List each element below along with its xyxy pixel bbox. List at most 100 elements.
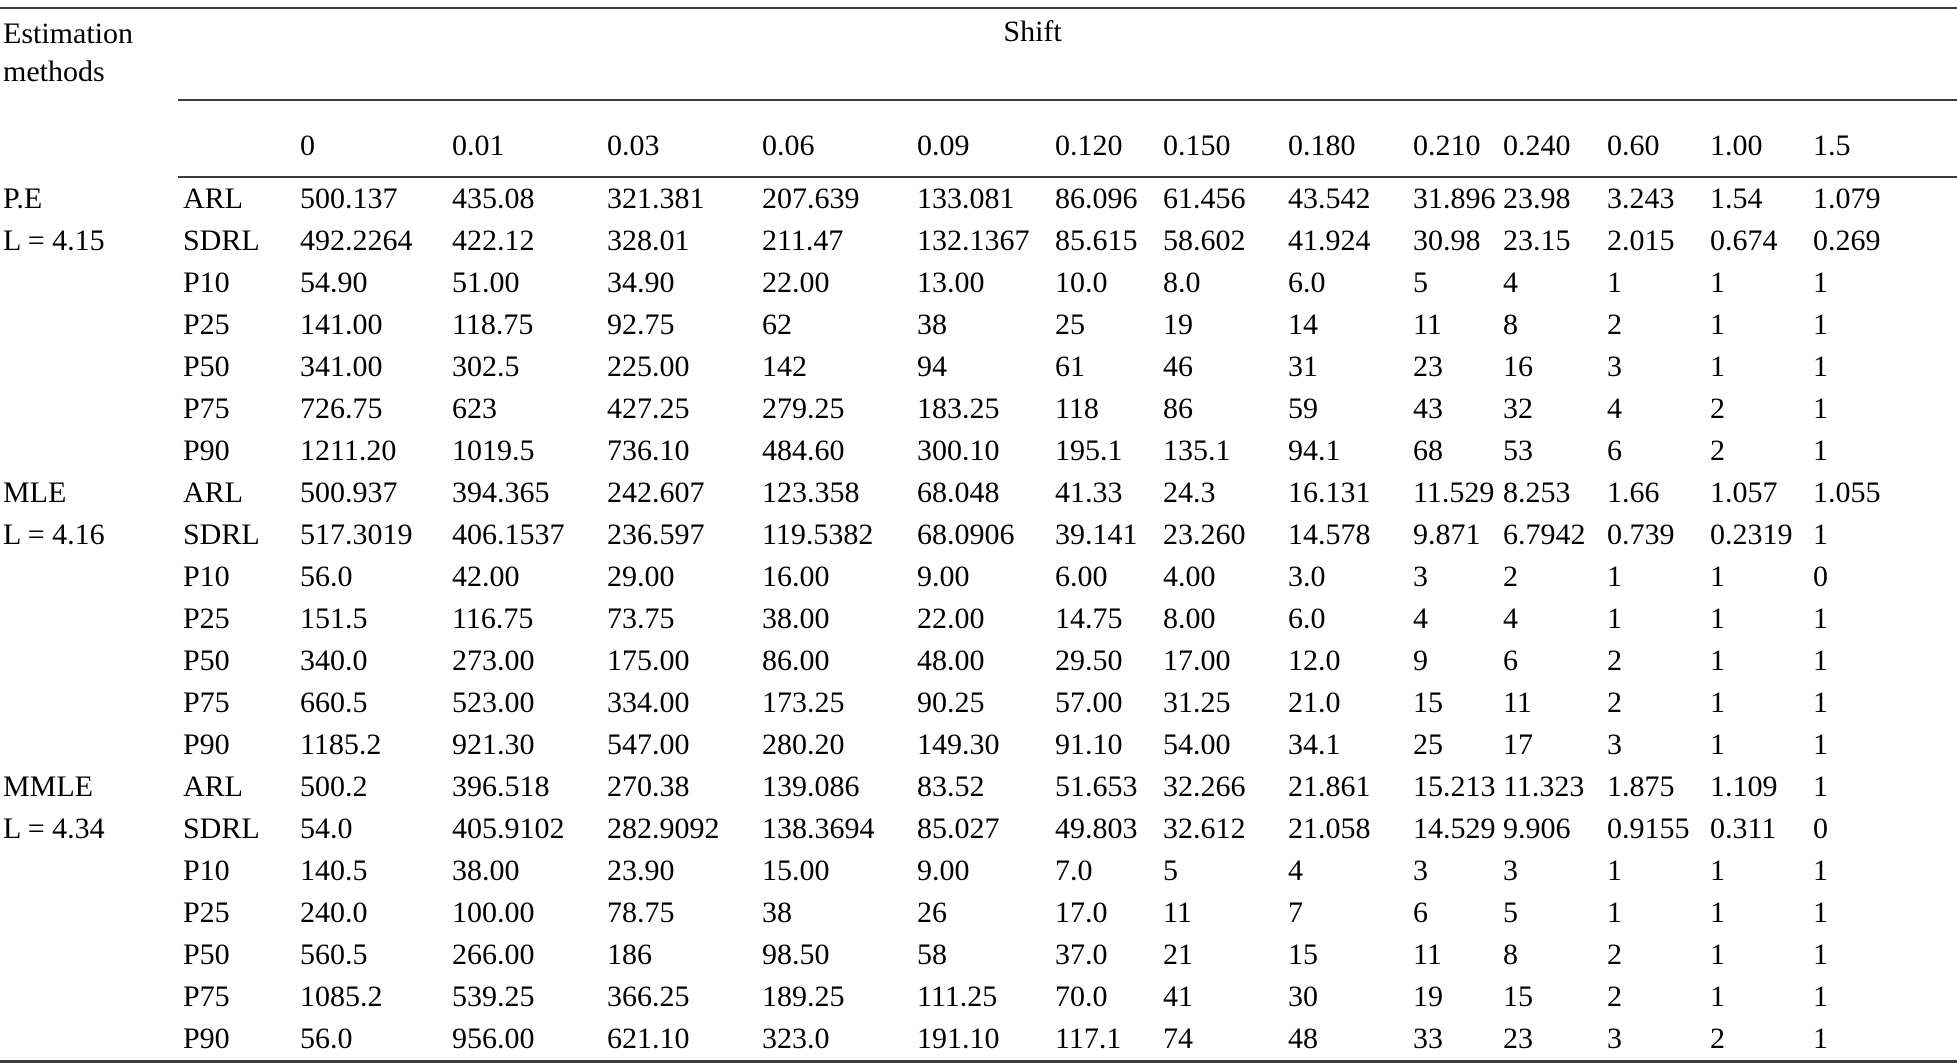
data-cell: 225.00 xyxy=(607,350,690,383)
shift-level-row: 0 0.01 0.03 0.06 0.09 0.120 0.150 0.180 0.210 0.2… xyxy=(0,100,1957,178)
data-cell: 500.2 xyxy=(300,770,368,803)
data-cell: 58.602 xyxy=(1163,224,1246,257)
shift-level-header: 0.60 xyxy=(1607,100,1710,178)
data-cell: 1 xyxy=(1710,938,1725,971)
data-cell: 12.0 xyxy=(1288,644,1341,677)
data-cell: 10.0 xyxy=(1055,266,1108,299)
data-cell: 111.25 xyxy=(917,980,998,1013)
data-cell: 68 xyxy=(1413,434,1443,467)
table-row: P25 141.00 118.75 92.75 62 38 25 19 14 11 8 2 1 1 xyxy=(0,304,1957,346)
data-cell: 38.00 xyxy=(452,854,520,887)
data-cell: 43.542 xyxy=(1288,182,1371,215)
data-cell: 6.0 xyxy=(1288,266,1326,299)
span-header-row: Estimation methods Shift xyxy=(0,8,1957,101)
data-cell: 1085.2 xyxy=(300,980,383,1013)
table-row: P25 151.5 116.75 73.75 38.00 22.00 14.75 8.00 6.… xyxy=(0,598,1957,640)
data-cell: 1 xyxy=(1710,266,1725,299)
data-cell: 23 xyxy=(1413,350,1443,383)
control-limit-label: L = 4.34 xyxy=(3,812,105,845)
data-cell: 23.90 xyxy=(607,854,675,887)
data-cell: 23.260 xyxy=(1163,518,1246,551)
data-cell: 32.612 xyxy=(1163,812,1246,845)
data-cell: 500.137 xyxy=(300,182,398,215)
data-cell: 1 xyxy=(1813,980,1828,1013)
data-cell: 1.079 xyxy=(1813,182,1881,215)
data-cell: 2.015 xyxy=(1607,224,1675,257)
data-cell: 1 xyxy=(1813,602,1828,635)
shift-level-header: 1.5 xyxy=(1813,100,1957,178)
data-cell: 34.1 xyxy=(1288,728,1341,761)
data-cell: 8.0 xyxy=(1163,266,1201,299)
table-row: P75 660.5 523.00 334.00 173.25 90.25 57.00 31.2… xyxy=(0,682,1957,724)
data-cell: 1 xyxy=(1813,728,1828,761)
data-cell: 14 xyxy=(1288,308,1318,341)
data-cell: 14.75 xyxy=(1055,602,1123,635)
data-cell: 19 xyxy=(1413,980,1443,1013)
data-cell: 4 xyxy=(1288,854,1303,887)
data-cell: 16 xyxy=(1503,350,1533,383)
table-row: P50 560.5 266.00 186 98.50 58 37.0 21 15 11 8 2 1 1 xyxy=(0,934,1957,976)
data-cell: 139.086 xyxy=(762,770,860,803)
method-spacer xyxy=(0,976,178,1018)
data-cell: 94.1 xyxy=(1288,434,1341,467)
data-cell: 1 xyxy=(1813,350,1828,383)
data-cell: 484.60 xyxy=(762,434,845,467)
data-cell: 340.0 xyxy=(300,644,368,677)
data-cell: 321.381 xyxy=(607,182,705,215)
data-cell: 7 xyxy=(1288,896,1303,929)
data-cell: 0 xyxy=(1813,560,1828,593)
data-cell: 1 xyxy=(1710,560,1725,593)
data-cell: 4 xyxy=(1607,392,1622,425)
data-cell: 23 xyxy=(1503,1022,1533,1055)
stat-label: P50 xyxy=(183,938,230,971)
data-cell: 0.674 xyxy=(1710,224,1778,257)
data-cell: 1 xyxy=(1710,308,1725,341)
data-cell: 38.00 xyxy=(762,602,830,635)
data-cell: 141.00 xyxy=(300,308,383,341)
data-cell: 17.00 xyxy=(1163,644,1231,677)
method-spacer xyxy=(0,934,178,976)
data-cell: 1 xyxy=(1813,266,1828,299)
data-cell: 22.00 xyxy=(762,266,830,299)
shift-level-header: 0.01 xyxy=(452,100,607,178)
method-spacer xyxy=(0,850,178,892)
stat-label: P25 xyxy=(183,308,230,341)
data-cell: 8.00 xyxy=(1163,602,1216,635)
data-cell: 9 xyxy=(1413,644,1428,677)
data-cell: 4 xyxy=(1503,602,1518,635)
stat-label: SDRL xyxy=(183,518,260,551)
data-cell: 100.00 xyxy=(452,896,535,929)
data-cell: 78.75 xyxy=(607,896,675,929)
table-row: P25 240.0 100.00 78.75 38 26 17.0 11 7 6 5 1 1 1 xyxy=(0,892,1957,934)
stat-label: P50 xyxy=(183,350,230,383)
data-cell: 173.25 xyxy=(762,686,845,719)
data-cell: 56.0 xyxy=(300,1022,353,1055)
data-cell: 517.3019 xyxy=(300,518,413,551)
data-cell: 68.0906 xyxy=(917,518,1015,551)
data-cell: 5 xyxy=(1163,854,1178,887)
data-cell: 6.00 xyxy=(1055,560,1108,593)
shift-level-header: 0.210 xyxy=(1413,100,1503,178)
data-cell: 282.9092 xyxy=(607,812,720,845)
stat-label: P50 xyxy=(183,644,230,677)
stat-label: P75 xyxy=(183,392,230,425)
data-cell: 1 xyxy=(1813,896,1828,929)
data-cell: 1019.5 xyxy=(452,434,535,467)
data-cell: 119.5382 xyxy=(762,518,874,551)
data-cell: 3 xyxy=(1607,728,1622,761)
shift-span-header: Shift xyxy=(178,8,1957,101)
table-row: MLE ARL 500.937 394.365 242.607 123.358 68.048… xyxy=(0,472,1957,514)
data-cell: 11 xyxy=(1163,896,1192,929)
data-cell: 14.529 xyxy=(1413,812,1496,845)
data-cell: 921.30 xyxy=(452,728,535,761)
data-cell: 396.518 xyxy=(452,770,550,803)
data-cell: 29.00 xyxy=(607,560,675,593)
data-cell: 8 xyxy=(1503,308,1518,341)
method-spacer xyxy=(0,556,178,598)
data-cell: 117.1 xyxy=(1055,1022,1122,1055)
shift-level-header: 0 xyxy=(300,100,452,178)
shift-level-header: 0.240 xyxy=(1503,100,1607,178)
shift-level-header: 1.00 xyxy=(1710,100,1813,178)
data-cell: 53 xyxy=(1503,434,1533,467)
table-row: P90 1185.2 921.30 547.00 280.20 149.30 91.10 54… xyxy=(0,724,1957,766)
